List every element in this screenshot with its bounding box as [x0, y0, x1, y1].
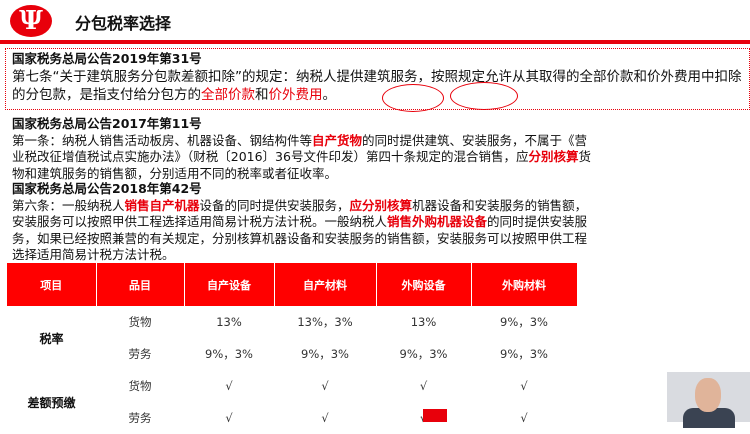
presenter-face	[695, 378, 721, 412]
title-divider	[0, 40, 750, 44]
text: 的同时提供安装服务，如果已经按照兼营的有关规定，分别核算机器设备和安装服务的销售…	[12, 214, 588, 262]
highlight-text: 价外费用	[268, 86, 323, 103]
cell: √	[225, 379, 233, 393]
column-header: 外购设备	[376, 263, 472, 306]
section-heading: 国家税务总局公告2018年第42号	[12, 181, 202, 196]
section-2019-31: 国家税务总局公告2019年第31号 第七条“关于建筑服务分包款差额扣除”的规定：…	[12, 51, 747, 104]
text: 设备的同时提供安装服务，	[199, 197, 350, 213]
text: 机器设备和安装服务的销售额，安装服务可以按照甲供工程选择适用简易计税方法计税。一…	[12, 197, 588, 230]
column-header: 自产材料	[274, 263, 377, 306]
section-2018-42: 国家税务总局公告2018年第42号 第六条：一般纳税人销售自产机器设备的同时提供…	[12, 181, 592, 264]
cell: √	[520, 379, 528, 393]
table-row: 差额预缴 货物 √ √ √ √	[7, 370, 577, 410]
text: 货物和建筑服务的销售额，分别适用不同的税率或者征收率。	[12, 149, 592, 181]
text: 的同时提供建筑、安装服务，不属于《营业税改征增值税试点实施办法》（财税〔2016…	[12, 132, 588, 165]
highlight-text: 分别核算	[528, 149, 579, 164]
cell: 9%，3%	[301, 347, 349, 361]
cell: √	[520, 411, 528, 425]
red-marker	[423, 409, 447, 422]
highlight-text: 销售外购机器设备	[387, 214, 488, 229]
text: 。	[322, 86, 337, 103]
column-header: 品目	[96, 263, 185, 306]
column-header: 外购材料	[471, 263, 578, 306]
section-heading: 国家税务总局公告2017年第11号	[12, 116, 202, 131]
highlight-text: 全部价款	[201, 86, 255, 103]
annotation-circle	[382, 84, 444, 112]
highlight-text: 销售自产机器	[124, 197, 200, 213]
table-row: 税率 货物 13% 13%，3% 13% 9%，3%	[7, 306, 577, 346]
cell: √	[419, 379, 428, 393]
text: 第一条：纳税人销售活动板房、机器设备、钢结构件等	[12, 132, 313, 148]
item-cell: 劳务	[128, 411, 152, 425]
section-text: 第七条“关于建筑服务分包款差额扣除”的规定：纳税人提供建筑服务，按照规定允许从其…	[12, 68, 747, 104]
item-cell: 货物	[128, 379, 152, 393]
webcam-video[interactable]	[667, 372, 750, 428]
highlight-text: 自产货物	[312, 132, 363, 148]
cell: 9%，3%	[205, 347, 253, 361]
column-header: 项目	[7, 263, 97, 306]
section-heading: 国家税务总局公告2019年第31号	[12, 51, 202, 66]
logo: Ψ	[10, 5, 52, 37]
cell: √	[321, 379, 329, 393]
cell: 13%	[410, 315, 437, 329]
cell: 13%	[216, 315, 242, 329]
cell: 9%，3%	[500, 347, 548, 361]
group-label: 税率	[39, 331, 64, 346]
table-row: 劳务 9%，3% 9%，3% 9%，3% 9%，3%	[7, 338, 577, 370]
section-text: 第一条：纳税人销售活动板房、机器设备、钢结构件等自产货物的同时提供建筑、安装服务…	[12, 133, 592, 183]
cell: √	[225, 411, 233, 425]
annotation-circle	[450, 82, 518, 110]
tax-rate-table: 项目 品目 自产设备 自产材料 外购设备 外购材料 税率 货物 13% 13%，…	[7, 263, 578, 434]
text: 和	[255, 86, 269, 103]
section-text: 第六条：一般纳税人销售自产机器设备的同时提供安装服务，应分别核算机器设备和安装服…	[12, 198, 592, 264]
cell: √	[321, 411, 329, 425]
group-label: 差额预缴	[27, 395, 76, 410]
item-cell: 货物	[128, 315, 152, 329]
page-title: 分包税率选择	[75, 14, 172, 33]
text: 第七条“关于建筑服务分包款差额扣除”的规定：纳税人提供建筑服务，按照规定允许从其…	[12, 68, 742, 103]
table-header: 项目 品目 自产设备 自产材料 外购设备 外购材料	[7, 263, 578, 306]
cell: 9%，3%	[399, 347, 448, 361]
item-cell: 劳务	[128, 347, 152, 361]
column-header: 自产设备	[184, 263, 275, 306]
text: 第六条：一般纳税人	[12, 197, 125, 213]
cell: 9%，3%	[500, 315, 548, 329]
highlight-text: 应分别核算	[349, 197, 413, 213]
cell: 13%，3%	[297, 315, 353, 329]
section-2017-11: 国家税务总局公告2017年第11号 第一条：纳税人销售活动板房、机器设备、钢结构…	[12, 116, 592, 182]
